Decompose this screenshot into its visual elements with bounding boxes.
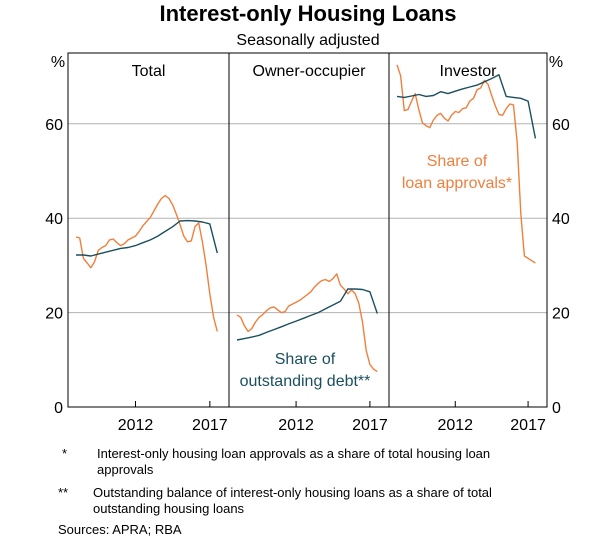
y-tick-label-right: 0: [552, 400, 561, 417]
x-tick-label: 2017: [510, 417, 546, 434]
x-tick-label: 2012: [437, 417, 473, 434]
footnote-mark: *: [62, 446, 68, 461]
approvals-annotation-line2: loan approvals*: [402, 175, 512, 192]
approvals-series-line: [396, 64, 536, 264]
y-tick-label-left: 40: [45, 211, 63, 228]
x-tick-label: 2017: [192, 417, 228, 434]
y-tick-label-right: 20: [552, 306, 570, 323]
footnote-approvals: * Interest-only housing loan approvals a…: [62, 446, 542, 478]
chart-subtitle: Seasonally adjusted: [236, 32, 379, 49]
approvals-series-line: [236, 273, 378, 373]
plot-frame: [67, 52, 548, 408]
footnote-text: Outstanding balance of interest-only hou…: [93, 485, 492, 516]
outstanding-series-line: [76, 219, 218, 257]
footnote-mark: **: [58, 485, 69, 500]
footnote-outstanding: ** Outstanding balance of interest-only …: [58, 485, 538, 517]
x-tick-label: 2017: [352, 417, 388, 434]
y-tick-label-left: 60: [45, 117, 63, 134]
approvals-series-line: [75, 194, 218, 332]
outstanding-series-line: [236, 288, 378, 341]
footnote-text: Interest-only housing loan approvals as …: [97, 446, 491, 477]
panel-title: Owner-occupier: [253, 63, 367, 80]
y-tick-label-right: 60: [552, 117, 570, 134]
outstanding-annotation-line1: Share of: [275, 351, 336, 368]
approvals-annotation-line1: Share of: [427, 153, 488, 170]
x-tick-label: 2012: [118, 417, 154, 434]
sources-note: Sources: APRA; RBA: [58, 522, 182, 537]
x-tick-label: 2012: [278, 417, 314, 434]
panel-title: Total: [132, 63, 166, 80]
chart-title: Interest-only Housing Loans: [159, 1, 456, 26]
panel-title: Investor: [440, 63, 498, 80]
y-unit-left: %: [51, 54, 65, 71]
y-tick-label-right: 40: [552, 211, 570, 228]
y-unit-right: %: [549, 54, 563, 71]
y-tick-label-left: 20: [45, 306, 63, 323]
y-tick-label-left: 0: [54, 400, 63, 417]
outstanding-series-line: [396, 73, 537, 139]
outstanding-annotation-line2: outstanding debt**: [240, 373, 371, 390]
